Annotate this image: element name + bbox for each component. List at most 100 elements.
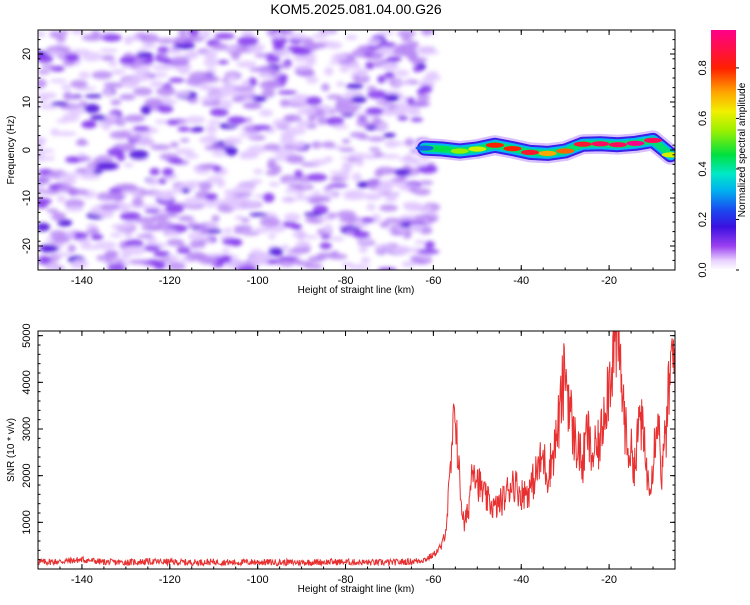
noise-blob	[305, 76, 319, 84]
noise-blob	[124, 114, 146, 123]
noise-blob	[204, 223, 220, 229]
x-tick-label: -20	[601, 574, 617, 586]
noise-blob	[272, 49, 292, 57]
colorbar-tick-label: 0.0	[697, 262, 709, 277]
noise-blob	[424, 240, 435, 249]
noise-blob	[62, 112, 80, 123]
noise-blob	[285, 154, 305, 164]
noise-blob	[212, 165, 223, 172]
noise-blob	[217, 60, 229, 65]
noise-blob	[157, 178, 167, 185]
noise-blob	[360, 217, 375, 224]
noise-blob	[191, 126, 205, 132]
noise-blob	[236, 60, 257, 68]
noise-blob	[52, 211, 66, 222]
noise-blob	[288, 184, 306, 189]
noise-blob	[366, 38, 383, 45]
noise-blob	[70, 79, 88, 89]
noise-blob	[187, 231, 204, 241]
noise-blob	[268, 247, 284, 257]
trace-peak	[415, 145, 434, 151]
trace-peak	[661, 152, 675, 158]
noise-blob	[233, 224, 253, 232]
noise-blob	[407, 40, 420, 49]
noise-blob	[279, 99, 290, 108]
noise-blob	[170, 56, 190, 66]
noise-blob	[295, 240, 311, 251]
noise-blob	[69, 107, 86, 115]
noise-blob	[198, 181, 213, 192]
noise-blob	[289, 32, 306, 40]
noise-blob	[144, 209, 161, 214]
noise-blob	[348, 264, 371, 270]
noise-blob	[38, 197, 52, 205]
noise-blob	[281, 30, 294, 36]
noise-blob	[319, 242, 332, 250]
noise-blob	[303, 212, 323, 217]
noise-blob	[417, 249, 440, 255]
noise-blob	[374, 169, 384, 178]
noise-blob	[271, 164, 282, 175]
noise-blob	[262, 192, 275, 203]
noise-blob	[83, 103, 100, 114]
noise-blob	[85, 167, 95, 176]
trace-peak	[521, 149, 539, 155]
noise-blob	[132, 126, 151, 132]
x-tick-label: -80	[338, 574, 354, 586]
noise-blob	[329, 236, 345, 242]
noise-blob	[411, 100, 431, 108]
snr-ticks: -140 -120 -100 -80 -60 -40 -20 1000 2000 3000 4000…	[21, 323, 676, 586]
noise-blob	[141, 43, 156, 50]
noise-blob	[38, 54, 54, 64]
spectrogram-ylabel: Frequency (Hz)	[6, 116, 17, 185]
noise-blob	[385, 93, 400, 102]
noise-blob	[394, 69, 410, 77]
noise-blob	[285, 180, 297, 185]
noise-blob	[368, 147, 381, 152]
noise-blob	[341, 138, 351, 144]
noise-blob	[335, 105, 358, 115]
x-tick-label: -40	[513, 574, 529, 586]
noise-blob	[259, 109, 274, 117]
noise-blob	[152, 72, 168, 78]
chart-title: KOM5.2025.081.04.00.G26	[270, 1, 441, 17]
noise-blob	[109, 130, 132, 140]
noise-blob	[103, 82, 117, 88]
noise-blob	[178, 30, 188, 37]
noise-blob	[111, 223, 133, 230]
colorbar-ticks: 0.0 0.2 0.4 0.6 0.8	[697, 60, 739, 278]
noise-blob	[250, 248, 263, 256]
noise-blob	[358, 47, 369, 52]
noise-blob	[340, 173, 350, 180]
noise-blob	[335, 81, 346, 87]
snr-ylabel: SNR (10 * v/v)	[6, 418, 17, 482]
noise-blob	[79, 173, 101, 180]
noise-blob	[231, 96, 245, 103]
noise-blob	[305, 57, 317, 66]
noise-blob	[46, 208, 59, 214]
noise-blob	[338, 147, 355, 152]
noise-blob	[205, 124, 218, 134]
noise-blob	[320, 234, 332, 240]
y-tick-label: 2000	[21, 463, 33, 487]
noise-blob	[70, 188, 89, 196]
trace-peak	[538, 150, 557, 156]
noise-blob	[166, 238, 185, 247]
noise-blob	[351, 172, 362, 182]
noise-blob	[61, 84, 72, 91]
noise-blob	[348, 152, 368, 159]
noise-blob	[312, 33, 328, 39]
noise-blob	[223, 189, 240, 196]
noise-blob	[81, 34, 103, 42]
noise-blob	[143, 245, 161, 252]
noise-blob	[248, 212, 268, 217]
noise-blob	[49, 78, 68, 84]
y-tick-label: 1000	[21, 510, 33, 534]
noise-blob	[243, 151, 259, 159]
noise-blob	[249, 178, 263, 185]
noise-blob	[157, 46, 170, 53]
noise-blob	[225, 46, 238, 52]
noise-blob	[79, 100, 88, 108]
noise-blob	[119, 211, 141, 221]
noise-blob	[99, 48, 118, 53]
